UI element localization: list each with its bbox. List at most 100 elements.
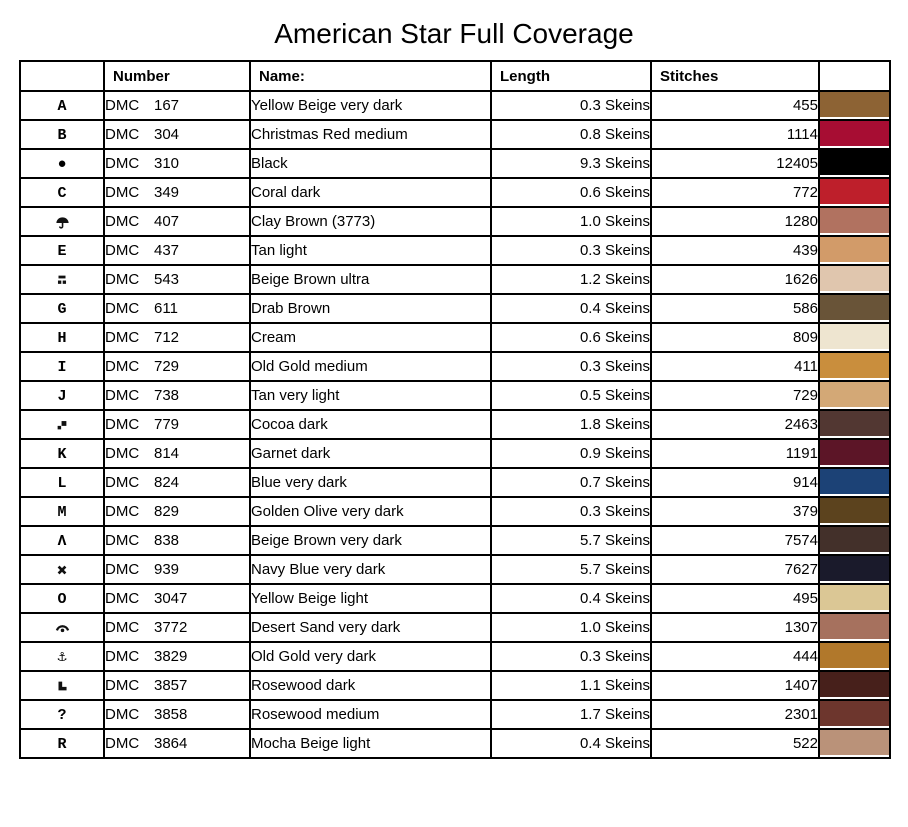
swatch-cell	[818, 322, 891, 353]
number-cell: DMC 407	[103, 206, 251, 237]
length-cell: 0.4 Skeins	[490, 583, 652, 614]
color-swatch	[821, 412, 888, 436]
table-row: H DMC 712 Cream 0.6 Skeins 809	[19, 322, 891, 353]
brand-label: DMC	[105, 416, 140, 433]
symbol-cell	[19, 409, 105, 440]
length-cell: 1.0 Skeins	[490, 612, 652, 643]
color-name-cell: Golden Olive very dark	[249, 496, 492, 527]
stitches-cell: 379	[650, 496, 820, 527]
stitches-cell: 729	[650, 380, 820, 411]
solid-l-block-symbol	[55, 679, 69, 693]
number-cell: DMC 304	[103, 119, 251, 150]
bar-over-two-dots-symbol	[55, 273, 69, 287]
brand-label: DMC	[105, 358, 140, 375]
code-label: 3829	[154, 648, 188, 665]
question-mark-symbol: ?	[57, 706, 67, 724]
length-cell: 0.4 Skeins	[490, 728, 652, 759]
stitches-cell: 7627	[650, 554, 820, 585]
color-swatch	[821, 180, 888, 204]
length-cell: 1.2 Skeins	[490, 264, 652, 295]
number-cell: DMC 738	[103, 380, 251, 411]
stitches-cell: 772	[650, 177, 820, 208]
number-cell: DMC 3047	[103, 583, 251, 614]
stitches-cell: 1407	[650, 670, 820, 701]
table-row: J DMC 738 Tan very light 0.5 Skeins 729	[19, 380, 891, 411]
two-diagonal-squares-symbol	[55, 418, 69, 432]
swatch-cell	[818, 525, 891, 556]
symbol-cell	[19, 206, 105, 237]
color-name-cell: Cocoa dark	[249, 409, 492, 440]
stitches-cell: 1280	[650, 206, 820, 237]
brand-label: DMC	[105, 97, 140, 114]
code-label: 712	[154, 329, 180, 346]
code-label: 407	[154, 213, 180, 230]
swatch-cell	[818, 148, 891, 179]
brand-label: DMC	[105, 155, 140, 172]
length-cell: 5.7 Skeins	[490, 525, 652, 556]
stitches-cell: 495	[650, 583, 820, 614]
color-name-cell: Yellow Beige light	[249, 583, 492, 614]
arc-over-dot-symbol	[55, 621, 70, 636]
swatch-cell	[818, 235, 891, 266]
letter-h-symbol: H	[57, 329, 67, 347]
table-row: B DMC 304 Christmas Red medium 0.8 Skeins…	[19, 119, 891, 150]
code-label: 611	[154, 300, 178, 317]
symbol-cell: L	[19, 467, 105, 498]
code-label: 824	[154, 474, 180, 491]
color-swatch	[821, 441, 888, 465]
length-cell: 1.8 Skeins	[490, 409, 652, 440]
code-label: 838	[154, 532, 180, 549]
color-swatch	[821, 122, 888, 146]
color-swatch	[821, 325, 888, 349]
color-swatch	[821, 644, 888, 668]
table-row: ⚓ DMC 3829 Old Gold very dark 0.3 Skeins …	[19, 641, 891, 672]
swatch-cell	[818, 467, 891, 498]
length-cell: 0.8 Skeins	[490, 119, 652, 150]
symbol-cell: Λ	[19, 525, 105, 556]
brand-label: DMC	[105, 242, 140, 259]
code-label: 543	[154, 271, 180, 288]
symbol-column-header	[19, 60, 105, 92]
stitches-cell: 1191	[650, 438, 820, 469]
symbol-cell: O	[19, 583, 105, 614]
number-cell: DMC 310	[103, 148, 251, 179]
code-label: 3864	[154, 735, 188, 752]
length-cell: 0.6 Skeins	[490, 322, 652, 353]
color-name-cell: Old Gold very dark	[249, 641, 492, 672]
color-swatch	[821, 354, 888, 378]
length-cell: 9.3 Skeins	[490, 148, 652, 179]
number-cell: DMC 729	[103, 351, 251, 382]
color-name-cell: Drab Brown	[249, 293, 492, 324]
number-cell: DMC 3857	[103, 670, 251, 701]
code-label: 738	[154, 387, 180, 404]
table-row: K DMC 814 Garnet dark 0.9 Skeins 1191	[19, 438, 891, 469]
symbol-cell	[19, 612, 105, 643]
color-name-cell: Coral dark	[249, 177, 492, 208]
umbrella-symbol	[55, 215, 70, 230]
code-label: 167	[154, 97, 180, 114]
color-swatch	[821, 93, 888, 117]
name-column-header: Name:	[249, 60, 492, 92]
symbol-cell: K	[19, 438, 105, 469]
color-swatch	[821, 615, 888, 639]
stitches-cell: 2463	[650, 409, 820, 440]
stitches-cell: 455	[650, 90, 820, 121]
color-name-cell: Christmas Red medium	[249, 119, 492, 150]
color-swatch	[821, 702, 888, 726]
swatch-cell	[818, 177, 891, 208]
letter-b-symbol: B	[57, 126, 67, 144]
table-row: A DMC 167 Yellow Beige very dark 0.3 Skei…	[19, 90, 891, 121]
number-cell: DMC 611	[103, 293, 251, 324]
length-cell: 0.5 Skeins	[490, 380, 652, 411]
swatch-column-header	[818, 60, 891, 92]
color-name-cell: Mocha Beige light	[249, 728, 492, 759]
color-name-cell: Garnet dark	[249, 438, 492, 469]
symbol-cell: M	[19, 496, 105, 527]
number-cell: DMC 779	[103, 409, 251, 440]
length-cell: 0.4 Skeins	[490, 293, 652, 324]
table-row: DMC 779 Cocoa dark 1.8 Skeins 2463	[19, 409, 891, 440]
number-cell: DMC 543	[103, 264, 251, 295]
code-label: 304	[154, 126, 180, 143]
color-name-cell: Old Gold medium	[249, 351, 492, 382]
swatch-cell	[818, 641, 891, 672]
